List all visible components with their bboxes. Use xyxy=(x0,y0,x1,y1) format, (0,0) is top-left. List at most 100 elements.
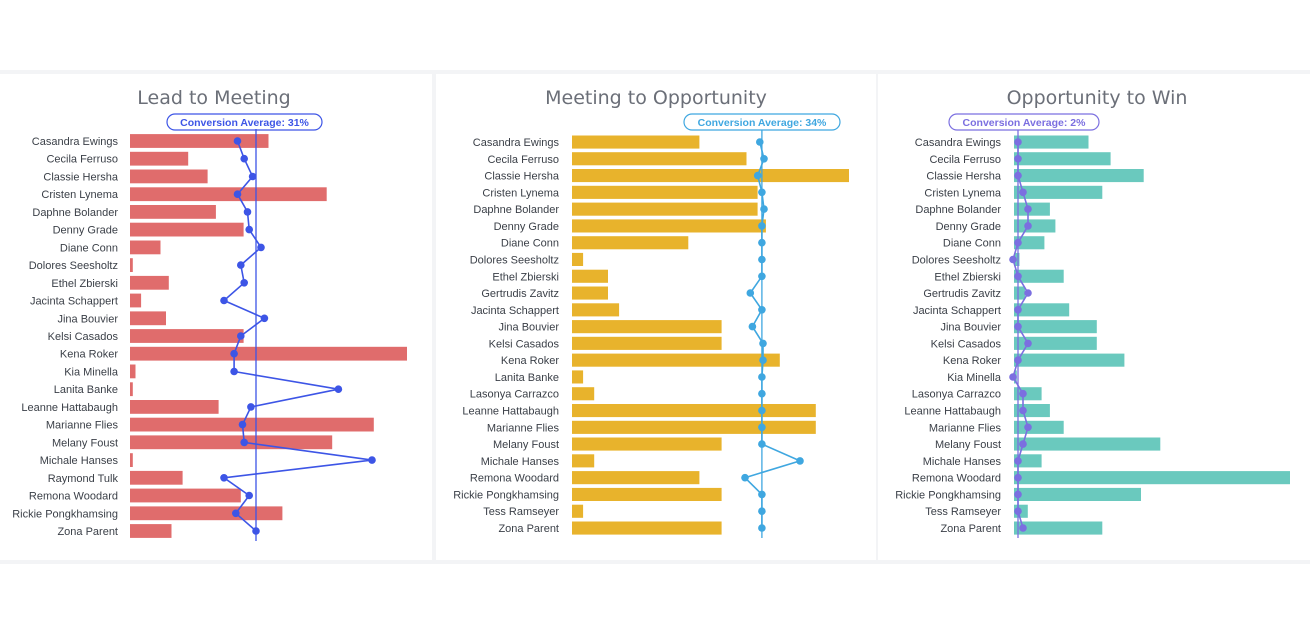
category-label: Jacinta Schappert xyxy=(30,296,118,308)
bar xyxy=(1014,202,1050,216)
conversion-average-label: Conversion Average: 2% xyxy=(963,117,1087,129)
bar xyxy=(572,420,816,434)
conversion-rate-point xyxy=(1024,289,1032,297)
meeting-to-opportunity-panel: Meeting to Opportunity Conversion Averag… xyxy=(436,74,876,560)
bar xyxy=(130,506,283,521)
bar xyxy=(130,524,172,538)
conversion-rate-point xyxy=(758,389,766,398)
conversion-rate-point xyxy=(759,356,767,365)
bar xyxy=(130,258,133,272)
bar xyxy=(572,185,758,199)
conversion-rate-point xyxy=(238,420,247,429)
category-label: Casandra Ewings xyxy=(915,137,1002,149)
bar xyxy=(1014,353,1125,367)
category-label: Melany Foust xyxy=(935,439,1001,451)
bar xyxy=(130,169,208,184)
bar xyxy=(572,303,620,317)
category-label: Tess Ramseyer xyxy=(483,506,559,518)
category-label: Michale Hanses xyxy=(923,456,1002,468)
bar xyxy=(572,219,766,233)
bar xyxy=(572,152,747,166)
bar xyxy=(572,454,595,468)
bar xyxy=(1014,471,1290,485)
category-label: Denny Grade xyxy=(53,225,118,237)
category-label: Raymond Tulk xyxy=(48,473,119,485)
category-label: Kelsi Casados xyxy=(48,331,119,343)
category-label: Dolores Seesholtz xyxy=(912,255,1001,267)
bar xyxy=(572,370,584,384)
conversion-rate-point xyxy=(746,289,755,297)
lead-to-meeting-panel: Lead to Meeting Conversion Average: 31% … xyxy=(0,74,432,560)
category-label: Dolores Seesholtz xyxy=(29,260,118,272)
bar xyxy=(130,275,169,290)
category-label: Rickie Pongkhamsing xyxy=(453,489,559,501)
chart-title: Meeting to Opportunity xyxy=(545,87,767,109)
conversion-rate-point xyxy=(1014,138,1022,146)
category-label: Marianne Flies xyxy=(929,422,1002,434)
category-label: Cecila Ferruso xyxy=(929,154,1001,166)
bar xyxy=(1014,420,1064,434)
bar xyxy=(572,404,816,418)
conversion-rate-point xyxy=(756,138,764,146)
category-label: Cristen Lynema xyxy=(482,187,560,199)
bar xyxy=(572,437,722,451)
conversion-rate-point xyxy=(759,339,767,348)
conversion-rate-point xyxy=(245,225,253,234)
conversion-rate-point xyxy=(240,279,248,287)
bar xyxy=(1014,286,1025,300)
conversion-rate-point xyxy=(1014,356,1022,365)
bar xyxy=(572,320,722,334)
conversion-rate-point xyxy=(1009,373,1017,381)
category-label: Gertrudis Zavitz xyxy=(481,288,559,300)
meeting-to-opportunity-chart: Meeting to Opportunity Conversion Averag… xyxy=(453,87,849,538)
conversion-rate-point xyxy=(252,527,260,535)
lead-to-meeting-chart: Lead to Meeting Conversion Average: 31% … xyxy=(12,87,407,541)
category-label: Daphne Bolander xyxy=(473,204,559,216)
conversion-rate-point xyxy=(334,385,343,394)
conversion-rate-points xyxy=(220,137,376,535)
conversion-rate-point xyxy=(248,172,257,181)
bar xyxy=(572,135,700,149)
conversion-rate-point xyxy=(760,155,768,163)
category-label: Zona Parent xyxy=(57,526,118,538)
bar xyxy=(1014,320,1097,334)
bar xyxy=(572,252,584,266)
category-label: Remona Woodard xyxy=(470,473,559,485)
category-label: Michale Hanses xyxy=(481,456,560,468)
category-label: Zona Parent xyxy=(940,523,1001,535)
bar xyxy=(130,205,216,219)
bar xyxy=(130,435,333,450)
category-label: Rickie Pongkhamsing xyxy=(12,508,118,520)
category-label: Classie Hersha xyxy=(43,172,118,184)
bar xyxy=(572,471,700,485)
bar xyxy=(572,236,689,250)
bar xyxy=(130,488,241,503)
bar xyxy=(1014,454,1042,468)
name-labels: Casandra Ewings Cecila Ferruso Classie Her… xyxy=(453,137,560,535)
category-label: Diane Conn xyxy=(60,242,118,254)
bar-group xyxy=(572,135,849,535)
category-label: Daphne Bolander xyxy=(32,207,118,219)
conversion-rate-point xyxy=(758,306,766,314)
conversion-rate-point xyxy=(760,205,768,213)
bar xyxy=(572,387,595,401)
bar xyxy=(1014,303,1070,317)
category-label: Jacinta Schappert xyxy=(471,305,559,317)
bar xyxy=(1014,487,1141,501)
category-label: Melany Foust xyxy=(52,437,118,449)
category-label: Marianne Flies xyxy=(46,420,119,432)
category-label: Classie Hersha xyxy=(484,171,559,183)
name-labels: Casandra Ewings Cecila Ferruso Classie Her… xyxy=(895,137,1002,535)
category-label: Leanne Hattabaugh xyxy=(462,406,559,418)
conversion-rate-point xyxy=(1024,205,1032,213)
category-label: Melany Foust xyxy=(493,439,559,451)
bar xyxy=(130,364,136,379)
conversion-rate-point xyxy=(1014,322,1022,331)
conversion-rate-point xyxy=(796,457,804,465)
conversion-rate-point xyxy=(233,190,242,198)
category-label: Lanita Banke xyxy=(54,384,118,396)
category-label: Jina Bouvier xyxy=(940,322,1001,334)
bar xyxy=(130,329,244,343)
conversion-rate-point xyxy=(1024,339,1032,348)
bar xyxy=(1014,135,1089,149)
